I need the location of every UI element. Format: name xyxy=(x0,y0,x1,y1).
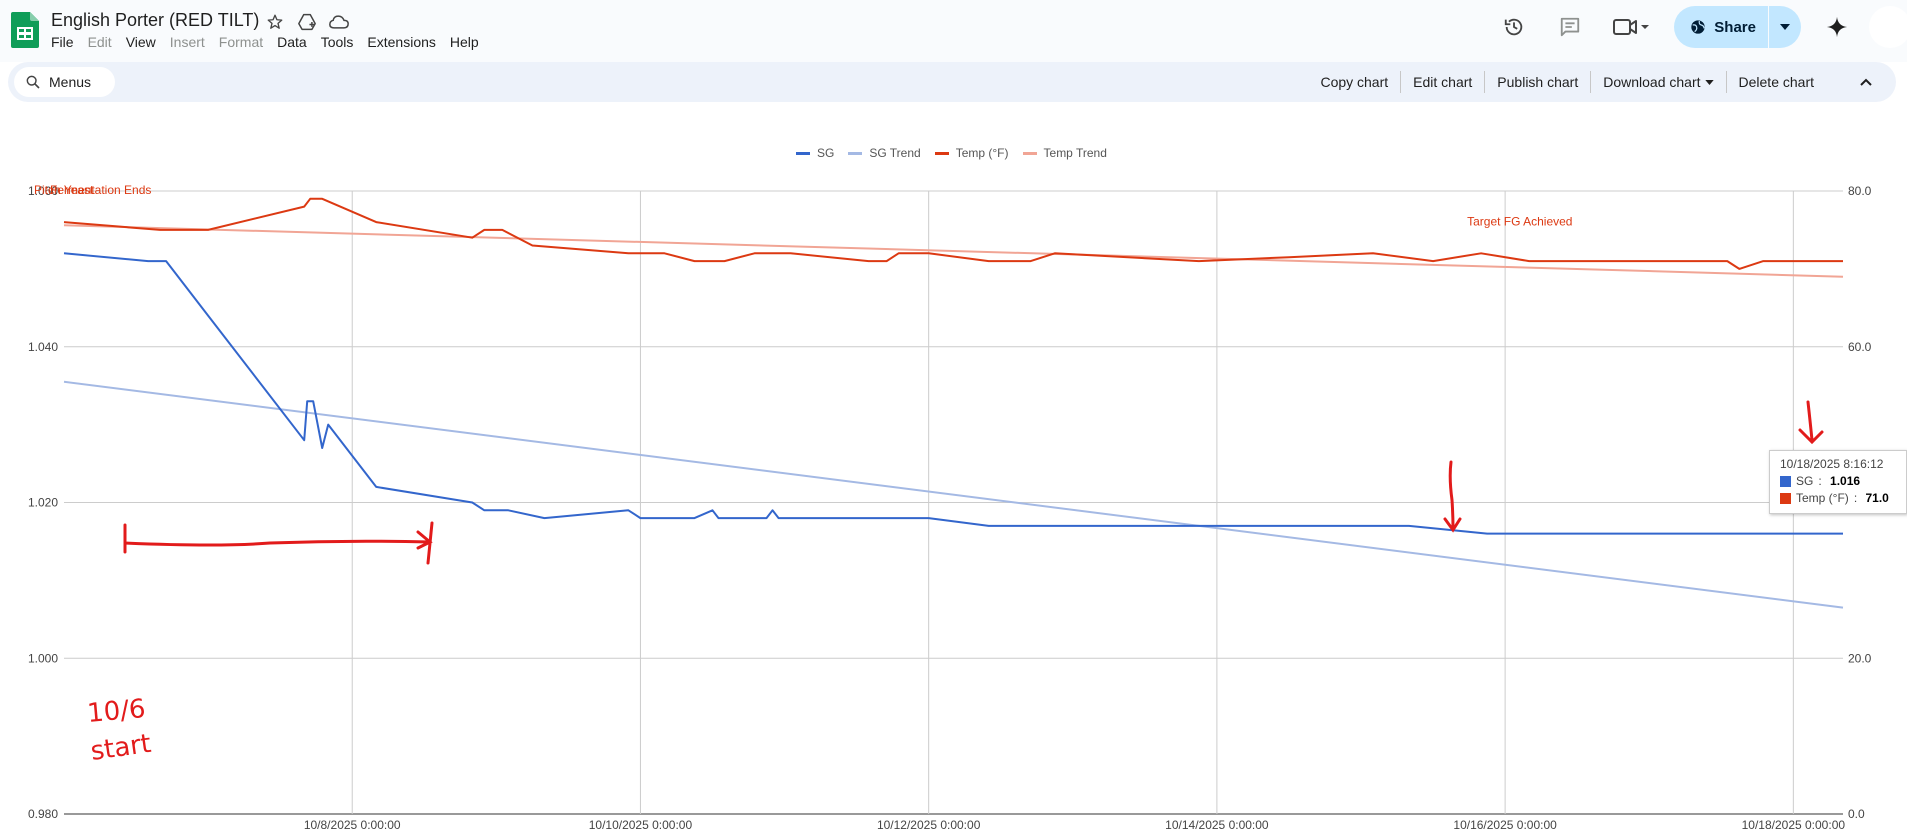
legend-label: SG Trend xyxy=(869,146,921,160)
caret-down-icon xyxy=(1780,24,1790,30)
tooltip-swatch xyxy=(1780,475,1791,487)
x-tick-label: 10/14/2025 0:00:00 xyxy=(1165,818,1269,832)
menu-view[interactable]: View xyxy=(125,34,156,50)
legend-label: SG xyxy=(817,146,835,160)
menu-help[interactable]: Help xyxy=(449,34,479,50)
cloud-saved-icon[interactable] xyxy=(327,11,351,33)
tooltip-row-temp: Temp (°F): 71.0 xyxy=(1780,491,1896,505)
gemini-icon[interactable] xyxy=(1819,9,1855,45)
red-down-arrow-mark xyxy=(1443,460,1462,533)
legend-item-temp[interactable]: Temp (°F) xyxy=(934,146,1009,160)
menu-tools[interactable]: Tools xyxy=(320,34,354,50)
legend-item-sg-trend[interactable]: SG Trend xyxy=(848,146,921,160)
share-main-button[interactable]: Share xyxy=(1674,6,1769,48)
share-options-dropdown[interactable] xyxy=(1769,6,1801,48)
download-chart-button[interactable]: Download chart xyxy=(1591,71,1727,93)
menu-edit[interactable]: Edit xyxy=(87,34,112,50)
annotation-label: Pitch Yeast xyxy=(34,183,94,197)
y-right-tick-label: 20.0 xyxy=(1848,651,1872,665)
tooltip-label: SG xyxy=(1796,474,1814,488)
x-tick-label: 10/12/2025 0:00:00 xyxy=(877,818,981,832)
legend-item-temp-trend[interactable]: Temp Trend xyxy=(1022,146,1107,160)
tooltip-title: 10/18/2025 8:16:12 xyxy=(1780,457,1884,471)
y-left-tick-label: 1.060 xyxy=(28,184,58,198)
menu-insert[interactable]: Insert xyxy=(169,34,205,50)
y-left-tick-label: 1.040 xyxy=(28,340,58,354)
y-right-tick-label: 80.0 xyxy=(1848,184,1872,198)
red-corner-arrow-mark xyxy=(1798,400,1824,445)
collapse-toolbar-button[interactable] xyxy=(1846,62,1886,102)
chart-tooltip: 10/18/2025 8:16:12 SG: 1.016 Temp (°F): … xyxy=(1769,450,1907,514)
caret-down-icon xyxy=(1704,79,1714,85)
series-line-temp-f[interactable] xyxy=(63,197,1843,270)
menu-format[interactable]: Format xyxy=(218,34,264,50)
annotation-label: Target FG Achieved xyxy=(1467,214,1572,228)
handwritten-note-line1: 10/6 xyxy=(86,694,147,729)
delete-chart-button[interactable]: Delete chart xyxy=(1738,74,1814,90)
series-line-temp-trend[interactable] xyxy=(63,224,1844,278)
account-avatar[interactable] xyxy=(1869,6,1907,48)
tooltip-value: 71.0 xyxy=(1865,491,1889,505)
publish-chart-button[interactable]: Publish chart xyxy=(1485,71,1592,93)
version-history-icon[interactable] xyxy=(1496,9,1532,45)
share-label: Share xyxy=(1714,18,1756,36)
edit-chart-button[interactable]: Edit chart xyxy=(1401,71,1486,93)
star-icon[interactable] xyxy=(263,11,287,33)
chevron-up-icon xyxy=(1860,78,1872,86)
meet-call-icon[interactable] xyxy=(1608,9,1654,45)
top-bar: English Porter (RED TILT) File Edit View… xyxy=(0,0,1907,62)
red-double-arrow-mark xyxy=(123,521,434,565)
search-icon xyxy=(26,75,40,89)
y-left-tick-label: 1.000 xyxy=(28,651,58,665)
chart-toolbar: Menus Copy chart Edit chart Publish char… xyxy=(8,62,1896,102)
series-line-sg-trend[interactable] xyxy=(63,380,1844,609)
legend-swatch xyxy=(796,151,810,155)
chart-legend: SG SG Trend Temp (°F) Temp Trend xyxy=(796,146,1107,160)
legend-label: Temp Trend xyxy=(1043,146,1107,160)
x-tick-label: 10/8/2025 0:00:00 xyxy=(304,818,401,832)
tooltip-value: 1.016 xyxy=(1830,474,1861,488)
tooltip-swatch xyxy=(1780,492,1791,504)
tooltip-row-sg: SG: 1.016 xyxy=(1780,474,1896,488)
legend-label: Temp (°F) xyxy=(955,146,1009,160)
legend-item-sg[interactable]: SG xyxy=(796,146,834,160)
menu-file[interactable]: File xyxy=(51,34,74,50)
share-button[interactable]: Share xyxy=(1674,6,1801,48)
axis-labels: 0.9801.0001.0201.0401.0600.020.040.060.0… xyxy=(28,184,1872,832)
menus-search-label: Menus xyxy=(49,74,92,90)
legend-swatch xyxy=(934,151,949,155)
y-left-tick-label: 0.980 xyxy=(28,807,58,821)
comments-icon[interactable] xyxy=(1552,9,1588,45)
menu-extensions[interactable]: Extensions xyxy=(367,34,436,50)
legend-swatch xyxy=(848,151,863,155)
annotation-label: Fermentation Ends xyxy=(50,183,151,197)
chart-actions: Copy chart Edit chart Publish chart Down… xyxy=(1308,62,1886,102)
title-actions xyxy=(263,11,351,33)
menu-bar: File Edit View Insert Format Data Tools … xyxy=(51,34,493,50)
chart-series xyxy=(63,197,1844,609)
globe-icon xyxy=(1691,20,1705,34)
y-right-tick-label: 0.0 xyxy=(1848,807,1865,821)
document-title[interactable]: English Porter (RED TILT) xyxy=(51,10,260,30)
y-left-tick-label: 1.020 xyxy=(28,496,58,510)
tooltip-label: Temp (°F) xyxy=(1796,491,1849,505)
move-to-drive-icon[interactable] xyxy=(295,11,319,33)
legend-swatch xyxy=(1022,151,1037,155)
chart-grid xyxy=(64,190,1843,815)
x-tick-label: 10/10/2025 0:00:00 xyxy=(589,818,693,832)
download-chart-label: Download chart xyxy=(1603,74,1701,90)
sheets-logo-icon[interactable] xyxy=(11,12,39,48)
x-tick-label: 10/16/2025 0:00:00 xyxy=(1453,818,1557,832)
series-line-sg[interactable] xyxy=(63,252,1843,535)
copy-chart-button[interactable]: Copy chart xyxy=(1308,71,1402,93)
handwritten-note-line2: start xyxy=(89,729,153,767)
menus-search-button[interactable]: Menus xyxy=(14,67,115,97)
handwritten-markup: 10/6 start xyxy=(86,400,1824,767)
y-right-tick-label: 60.0 xyxy=(1848,340,1872,354)
menu-data[interactable]: Data xyxy=(277,34,307,50)
x-tick-label: 10/18/2025 0:00:00 xyxy=(1742,818,1846,832)
header-tools: Share xyxy=(1496,6,1907,48)
